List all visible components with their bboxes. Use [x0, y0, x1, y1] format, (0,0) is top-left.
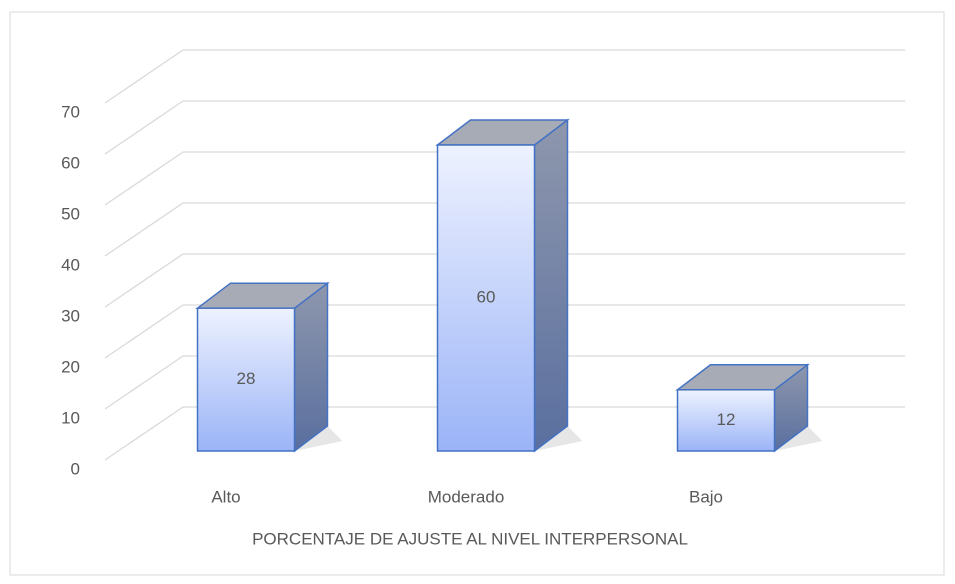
y-tick-label: 60	[61, 153, 80, 172]
y-tick-label: 30	[61, 306, 80, 325]
bar	[676, 389, 776, 452]
grid-line	[104, 202, 184, 257]
bar	[436, 144, 536, 452]
grid-line	[104, 253, 184, 308]
data-label: 12	[717, 410, 736, 429]
grid-line	[104, 100, 184, 155]
grid-line	[104, 151, 184, 206]
y-tick-label: 50	[61, 204, 80, 223]
x-axis-title: PORCENTAJE DE AJUSTE AL NIVEL INTERPERSO…	[252, 529, 688, 548]
y-tick-label: 10	[61, 408, 80, 427]
bar-shadow	[534, 426, 583, 451]
x-tick-label: Bajo	[689, 487, 723, 506]
data-label: 28	[237, 369, 256, 388]
x-tick-label: Alto	[211, 487, 240, 506]
bar-shadow	[294, 426, 343, 451]
grid-line	[104, 49, 184, 104]
bar-side	[293, 281, 329, 453]
x-tick-label: Moderado	[428, 487, 505, 506]
data-label: 60	[477, 287, 496, 306]
y-tick-label: 20	[61, 357, 80, 376]
bar-side	[533, 118, 569, 453]
y-tick-label: 70	[61, 102, 80, 121]
bar-shadow	[774, 426, 823, 451]
y-tick-label: 0	[71, 459, 80, 478]
grid-line	[104, 304, 184, 359]
grid-line	[104, 406, 184, 461]
y-tick-label: 40	[61, 255, 80, 274]
grid-line	[104, 355, 184, 410]
bar	[196, 307, 296, 452]
